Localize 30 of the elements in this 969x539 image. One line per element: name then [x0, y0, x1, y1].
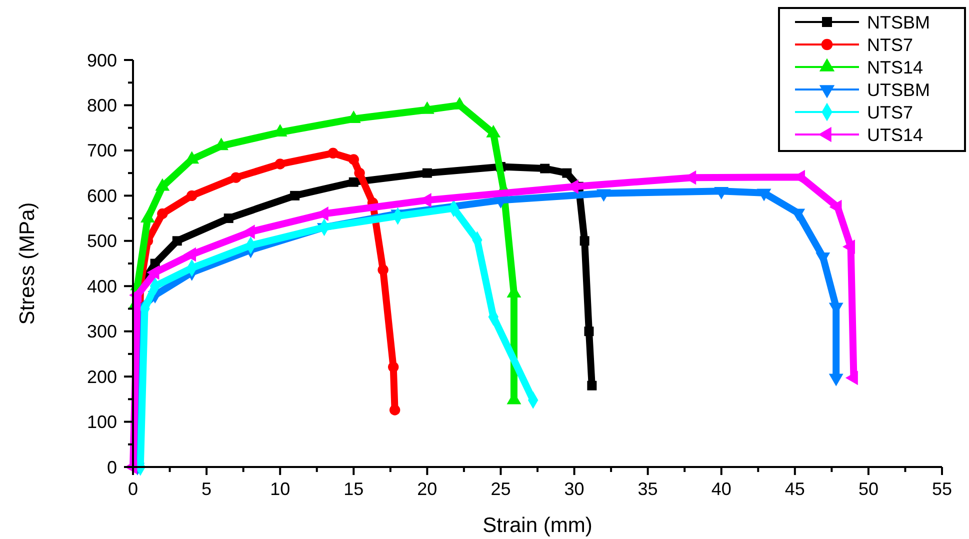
y-tick-label: 300 — [86, 322, 117, 342]
x-tick-label: 55 — [932, 479, 952, 499]
y-tick-label: 800 — [86, 96, 117, 116]
y-tick-label: 200 — [86, 366, 117, 387]
y-tick-label: 100 — [86, 412, 117, 432]
legend-label: NTS7 — [867, 34, 914, 55]
x-tick-label: 10 — [270, 479, 290, 499]
x-tick-label: 5 — [202, 479, 212, 499]
legend-label: UTSBM — [867, 80, 930, 100]
legend-label: NTSBM — [867, 12, 930, 32]
y-tick-label: 400 — [86, 276, 117, 296]
x-tick-label: 20 — [417, 479, 438, 499]
x-tick-label: 45 — [784, 479, 805, 499]
legend-label: NTS14 — [867, 57, 924, 78]
x-tick-label: 0 — [128, 479, 138, 499]
x-tick-label: 40 — [711, 479, 732, 499]
y-tick-label: 700 — [86, 140, 117, 161]
x-tick-label: 50 — [858, 479, 878, 499]
x-tick-label: 30 — [564, 479, 584, 499]
y-tick-label: 600 — [86, 186, 117, 206]
legend-label: UTS14 — [867, 124, 924, 145]
x-tick-label: 25 — [490, 479, 511, 499]
y-tick-label: 0 — [106, 457, 117, 478]
y-tick-label: 500 — [86, 231, 117, 252]
x-tick-label: 15 — [344, 479, 364, 499]
x-axis-title: Strain (mm) — [482, 514, 592, 537]
y-tick-label: 900 — [86, 50, 117, 70]
legend-label: UTS7 — [867, 102, 914, 122]
x-tick-label: 35 — [638, 479, 658, 499]
y-axis-title: Stress (MPa) — [16, 202, 39, 325]
